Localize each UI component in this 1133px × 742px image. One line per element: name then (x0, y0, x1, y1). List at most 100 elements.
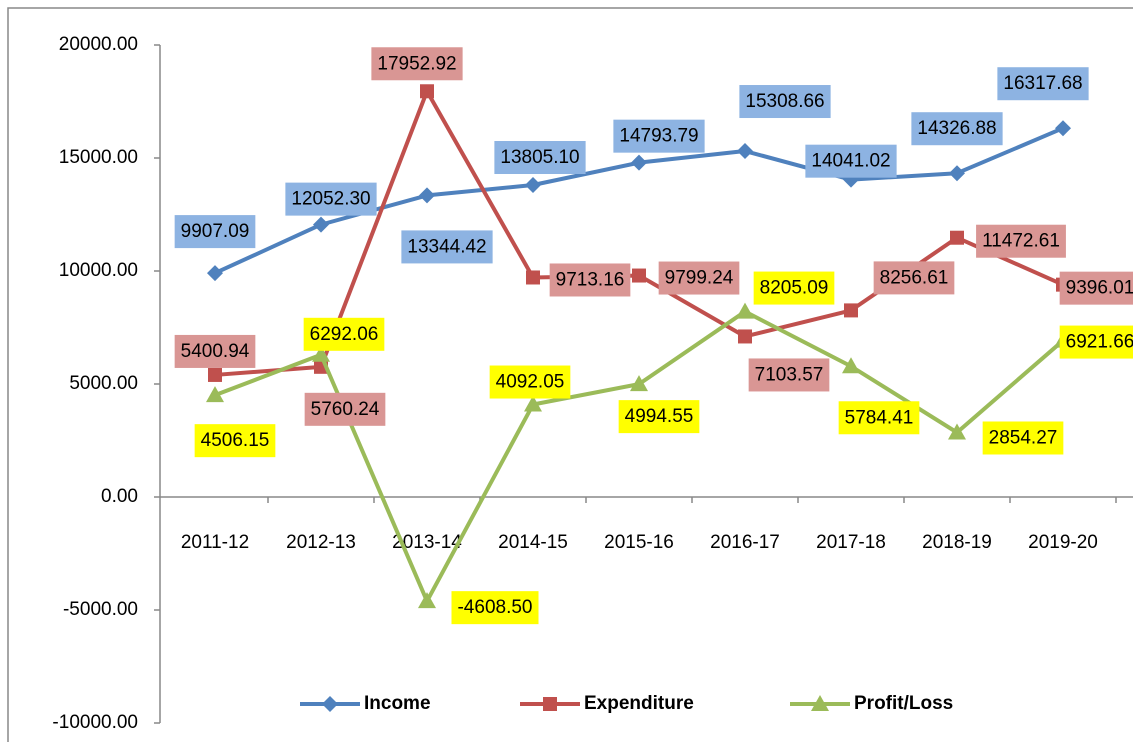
x-tick-label: 2014-15 (498, 532, 568, 553)
data-label-text: 2854.27 (989, 428, 1058, 449)
point-marker (420, 84, 434, 99)
point-marker (206, 386, 224, 403)
data-label-box (618, 400, 700, 434)
data-label-text: 6292.06 (310, 324, 379, 345)
legend-marker (543, 697, 557, 711)
point-marker (524, 395, 542, 412)
x-tick-label: 2015-16 (604, 532, 674, 553)
data-label-text: 12052.30 (291, 189, 370, 210)
data-label-box (304, 392, 386, 426)
point-marker (312, 345, 330, 362)
data-label: 16317.68 (997, 67, 1089, 101)
y-tick-label: 5000.00 (69, 373, 138, 394)
legend-label: Profit/Loss (854, 693, 953, 714)
data-label-text: 9713.16 (556, 269, 625, 290)
data-label-text: 14041.02 (811, 151, 890, 172)
data-label-text: 16317.68 (1003, 73, 1082, 94)
data-label-text: 5400.94 (181, 341, 250, 362)
data-label-text: 11472.61 (982, 231, 1060, 252)
data-label: 6921.66 (1059, 325, 1133, 359)
data-label-text: 17952.92 (377, 53, 456, 74)
data-label-box (805, 144, 897, 178)
data-label-text: 14326.88 (917, 118, 996, 139)
x-tick-label: 2017-18 (816, 532, 886, 553)
data-label-text: 4994.55 (625, 406, 694, 427)
y-tick-label: 10000.00 (59, 260, 138, 281)
data-label: 7103.57 (748, 358, 830, 392)
x-tick-label: 2013-14 (392, 532, 462, 553)
data-label-box (549, 263, 631, 297)
data-label: 13344.42 (401, 230, 493, 264)
data-label-box (982, 421, 1064, 455)
data-label-text: 9907.09 (181, 221, 250, 242)
data-label: 6292.06 (303, 317, 385, 351)
data-label-text: 13805.10 (500, 147, 579, 168)
legend-marker (811, 695, 829, 711)
data-label-box (194, 424, 276, 458)
point-marker (419, 187, 435, 204)
data-label-text: 4092.05 (496, 372, 565, 393)
data-label: 15308.66 (739, 85, 831, 119)
data-label-text: 13344.42 (407, 236, 486, 257)
data-label-box (285, 182, 377, 216)
point-marker (949, 165, 965, 182)
x-tick-label: 2016-17 (710, 532, 780, 553)
data-label-box (838, 401, 920, 435)
data-label-box (658, 261, 740, 295)
data-label-text: 9396.01 (1066, 278, 1133, 299)
point-marker (208, 367, 222, 382)
data-label: 8205.09 (753, 271, 835, 305)
data-label-box (451, 591, 539, 625)
data-label-box (976, 224, 1066, 258)
data-label-box (1059, 325, 1133, 359)
data-label-text: -4608.50 (457, 597, 532, 618)
data-label-text: 4506.15 (201, 430, 270, 451)
point-marker (313, 216, 329, 233)
data-label: 8256.61 (873, 261, 955, 295)
data-label-box (873, 261, 955, 295)
data-label: 14793.79 (613, 119, 705, 153)
point-marker (525, 177, 541, 194)
data-label-box (303, 317, 385, 351)
point-marker (842, 357, 860, 374)
data-label-text: 8256.61 (880, 267, 949, 288)
point-marker (632, 268, 646, 283)
data-label: 9713.16 (549, 263, 631, 297)
data-label: -4608.50 (451, 591, 539, 625)
data-label-box (174, 334, 256, 368)
data-label: 2854.27 (982, 421, 1064, 455)
data-label-text: 5760.24 (311, 399, 380, 420)
point-marker (418, 592, 436, 609)
point-marker (738, 329, 752, 344)
y-tick-label: -10000.00 (52, 712, 138, 733)
data-label: 5400.94 (174, 334, 256, 368)
data-label-box (613, 119, 705, 153)
data-label: 9907.09 (174, 215, 256, 249)
x-tick-label: 2011-12 (181, 532, 249, 553)
data-label-box (1059, 271, 1133, 305)
point-marker (526, 270, 540, 285)
legend-label: Expenditure (584, 693, 694, 714)
data-label-text: 5784.41 (845, 407, 914, 428)
data-label-text: 15308.66 (745, 91, 824, 112)
point-marker (631, 154, 647, 171)
data-label: 17952.92 (371, 47, 463, 81)
data-label-box (489, 365, 571, 399)
data-label-box (739, 85, 831, 119)
data-label-box (911, 112, 1003, 146)
data-label-text: 7103.57 (755, 364, 824, 385)
legend-marker (322, 696, 338, 712)
data-label: 13805.10 (494, 141, 586, 175)
data-label: 11472.61 (976, 224, 1066, 258)
data-label: 12052.30 (285, 182, 377, 216)
data-label-box (401, 230, 493, 264)
data-label: 14041.02 (805, 144, 897, 178)
y-tick-label: 20000.00 (59, 34, 138, 55)
data-label-box (753, 271, 835, 305)
data-label: 4092.05 (489, 365, 571, 399)
data-label-box (174, 215, 256, 249)
point-marker (630, 375, 648, 392)
data-label: 9396.01 (1059, 271, 1133, 305)
data-label-text: 9799.24 (665, 268, 734, 289)
